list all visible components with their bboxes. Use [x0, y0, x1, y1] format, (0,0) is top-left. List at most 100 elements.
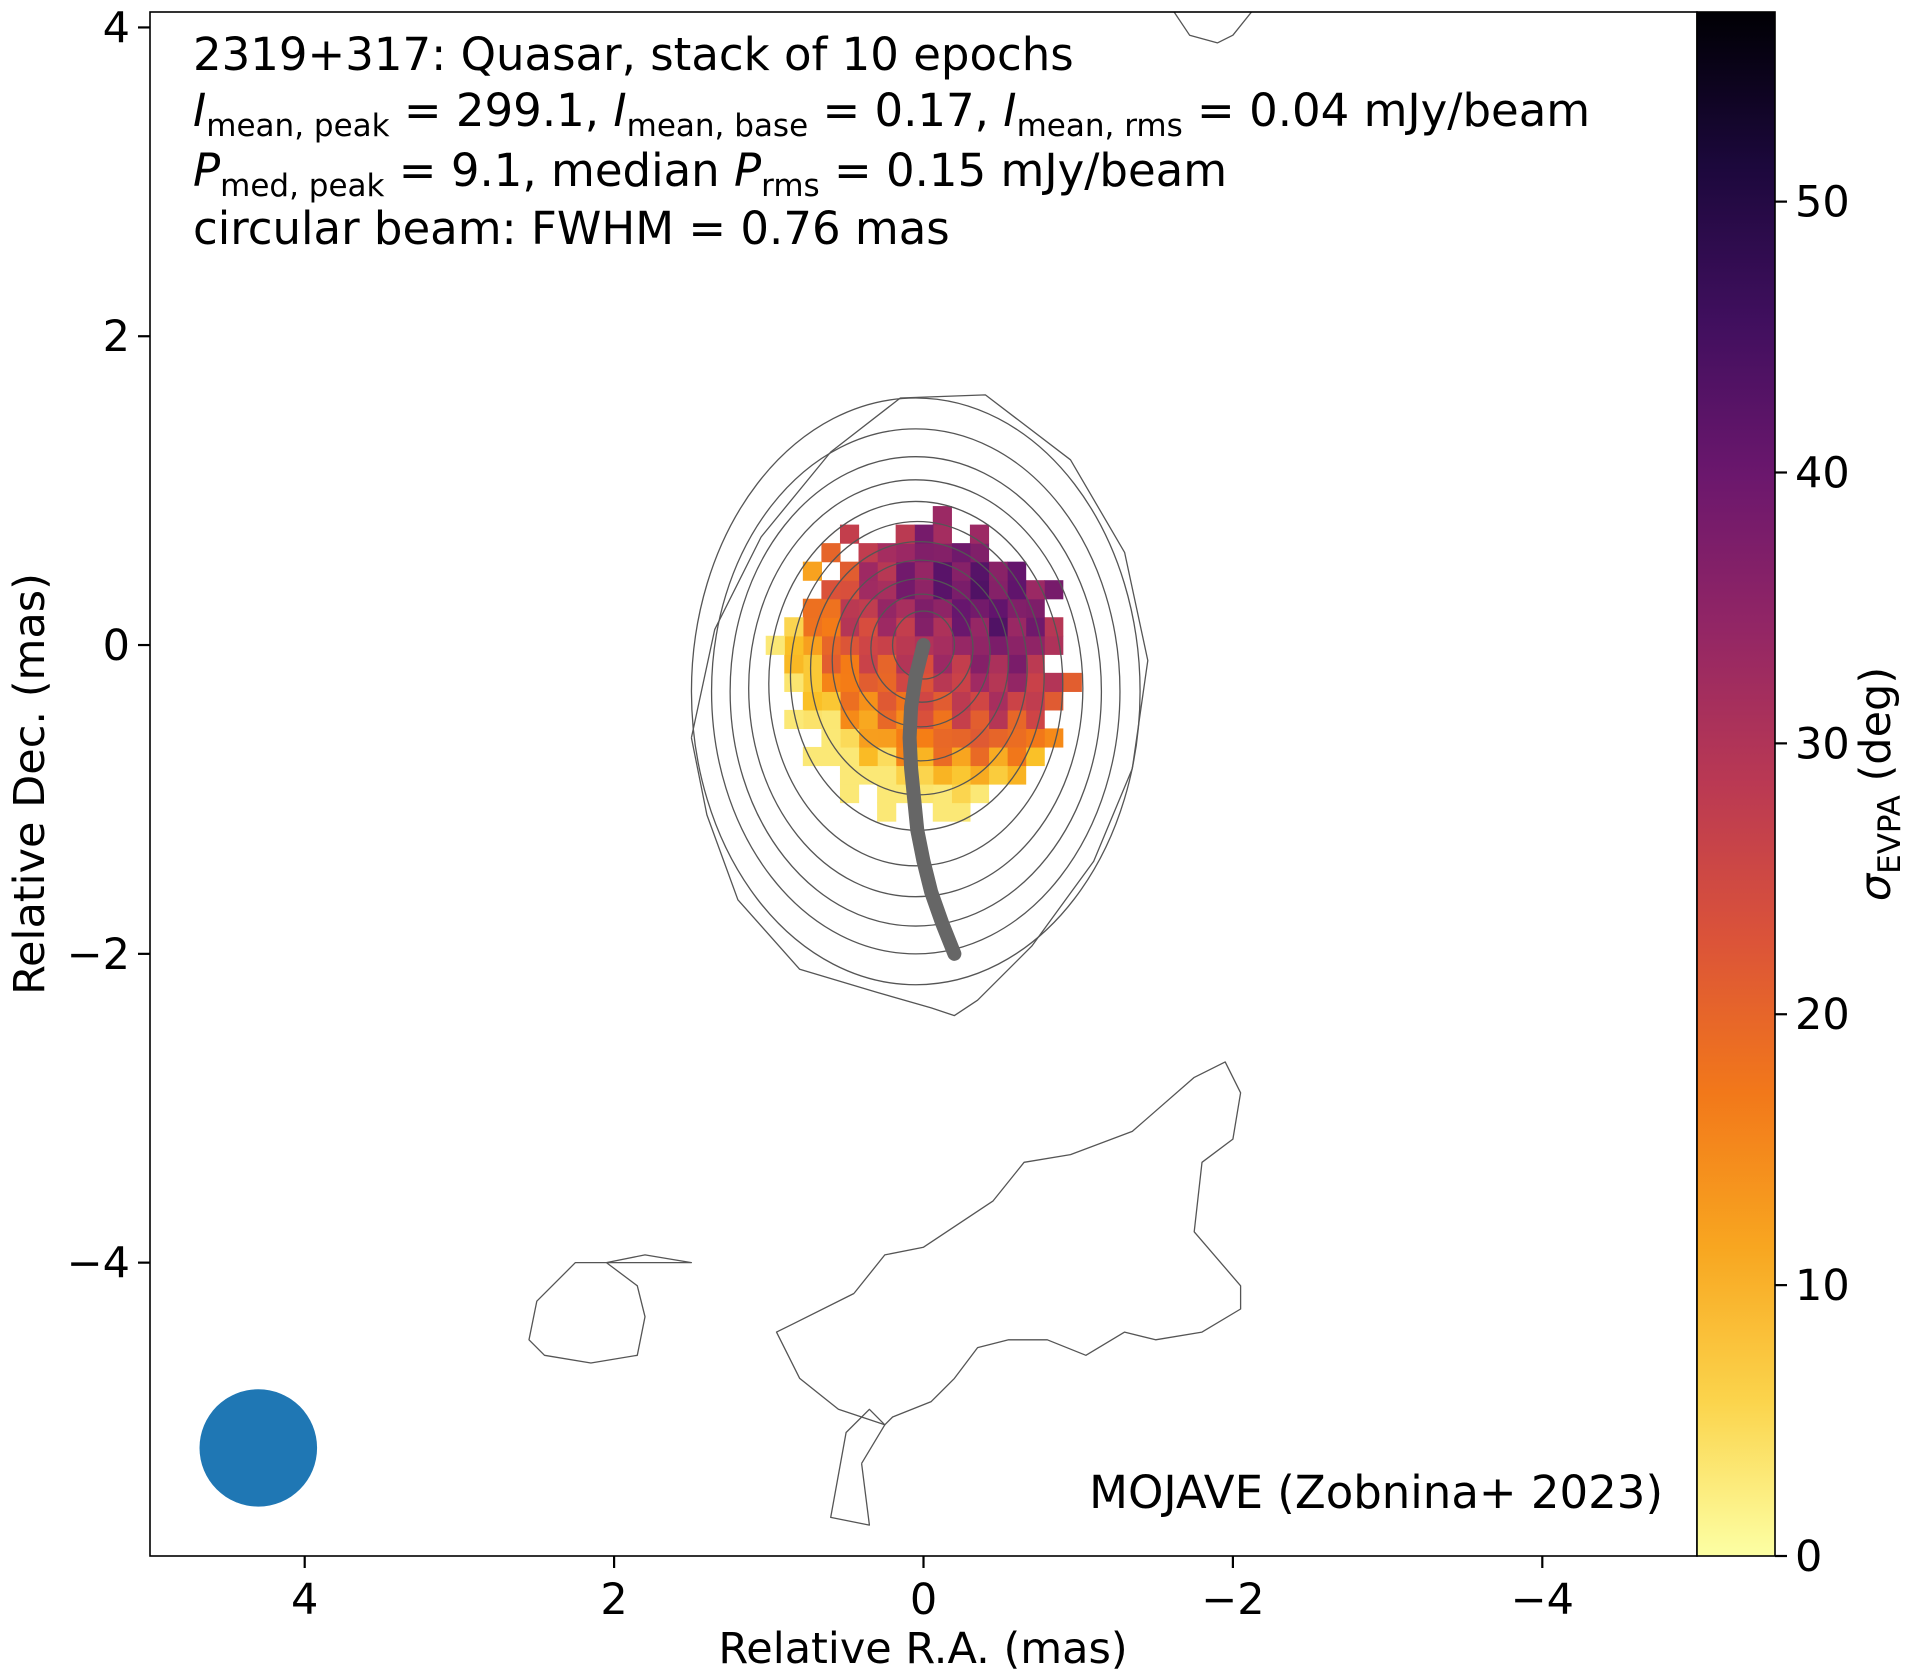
pixel — [858, 598, 878, 618]
annotation-line: 2319+317: Quasar, stack of 10 epochs — [193, 28, 1074, 81]
pixel — [858, 728, 878, 748]
pixel — [895, 635, 915, 655]
pixel — [858, 765, 878, 785]
credit-label: MOJAVE (Zobnina+ 2023) — [1089, 1466, 1663, 1519]
pixel — [895, 617, 915, 637]
pixel — [877, 728, 897, 748]
pixel — [951, 598, 971, 618]
annotation-part: P — [734, 144, 762, 197]
annotation-part: = 0.17, — [808, 84, 1003, 137]
pixel — [932, 654, 952, 674]
annotation-line: Pmed, peak = 9.1, median Prms = 0.15 mJy… — [193, 144, 1227, 204]
jet-ridgeline — [902, 638, 962, 961]
pixel — [932, 728, 952, 748]
pixel — [951, 765, 971, 785]
pixel — [914, 598, 934, 618]
contour-level — [768, 500, 1064, 867]
pixel — [969, 709, 990, 730]
annotation-part: med, peak — [220, 168, 384, 204]
pixel — [1007, 672, 1027, 692]
pixel — [821, 691, 841, 711]
beam-marker — [199, 1389, 318, 1507]
pixel — [1007, 580, 1027, 600]
pixel — [802, 617, 822, 637]
pixel — [969, 784, 990, 804]
pixel — [877, 635, 897, 655]
pixel — [1007, 635, 1027, 655]
pixel — [895, 561, 915, 581]
pixel — [821, 746, 841, 767]
pixel — [895, 543, 915, 563]
colorbar-tick-label: 20 — [1795, 990, 1850, 1040]
pixel — [951, 654, 971, 674]
pixel — [858, 709, 878, 730]
pixel — [877, 802, 897, 822]
colorbar-title: σEVPA (deg) — [1851, 667, 1905, 901]
pixel — [1025, 672, 1045, 692]
pixel — [784, 709, 804, 730]
pixel — [877, 784, 897, 804]
colorbar-title-unit: (deg) — [1851, 667, 1901, 795]
pixel — [951, 709, 971, 730]
x-tick-label: −2 — [1201, 1575, 1264, 1625]
pixel — [1025, 654, 1045, 674]
annotation-block: 2319+317: Quasar, stack of 10 epochsImea… — [193, 28, 1590, 255]
x-axis-title: Relative R.A. (mas) — [718, 1624, 1127, 1674]
pixel — [858, 543, 878, 563]
pixel — [951, 635, 971, 655]
contour-level — [831, 559, 1010, 762]
pixel — [821, 709, 841, 730]
pixel — [914, 709, 934, 730]
pixel — [839, 635, 860, 655]
annotation-line: Imean, peak = 299.1, Imean, base = 0.17,… — [193, 84, 1590, 144]
pixel — [877, 543, 897, 563]
pixel — [1025, 617, 1045, 637]
pixel — [858, 561, 878, 581]
pixel — [877, 654, 897, 674]
pixel — [932, 580, 952, 600]
pixel — [839, 784, 860, 804]
pixel — [969, 580, 990, 600]
pixel — [1025, 746, 1045, 767]
pixel — [839, 746, 860, 767]
pixel — [839, 617, 860, 637]
pixel — [969, 598, 990, 618]
pixel — [821, 635, 841, 655]
contour-level — [710, 428, 1121, 955]
annotation-part: I — [613, 84, 626, 137]
annotation-part: mean, peak — [206, 108, 389, 144]
pixel — [914, 524, 934, 544]
pixel — [932, 598, 952, 618]
colorbar: 0 10 20 30 40 50 σEVPA (deg) — [1696, 11, 1905, 1582]
pixel — [914, 580, 934, 600]
pixel — [969, 746, 990, 767]
contour-outer — [528, 1254, 693, 1364]
pixel — [951, 728, 971, 748]
annotation-part: = 9.1, median — [385, 144, 734, 197]
contour-level — [850, 577, 991, 728]
pixel — [969, 543, 990, 563]
pixel — [969, 691, 990, 711]
pixel — [932, 765, 952, 785]
ridgeline-path — [902, 638, 962, 961]
pixel — [821, 654, 841, 674]
pixel — [1025, 728, 1045, 748]
pixel — [1007, 709, 1027, 730]
contour-outer — [690, 394, 1149, 1017]
pixel — [802, 598, 822, 618]
pixel — [784, 617, 804, 637]
pixel — [988, 580, 1008, 600]
pixel — [951, 617, 971, 637]
pixel — [1044, 617, 1064, 637]
pixel — [877, 691, 897, 711]
annotation-part: rms — [761, 168, 820, 204]
pixel — [914, 617, 934, 637]
pixel — [895, 524, 915, 544]
contour-level — [729, 456, 1103, 927]
x-tick-label: −4 — [1511, 1575, 1574, 1625]
pixel — [988, 765, 1008, 785]
pixel — [877, 580, 897, 600]
x-tick-label: 2 — [600, 1575, 627, 1625]
